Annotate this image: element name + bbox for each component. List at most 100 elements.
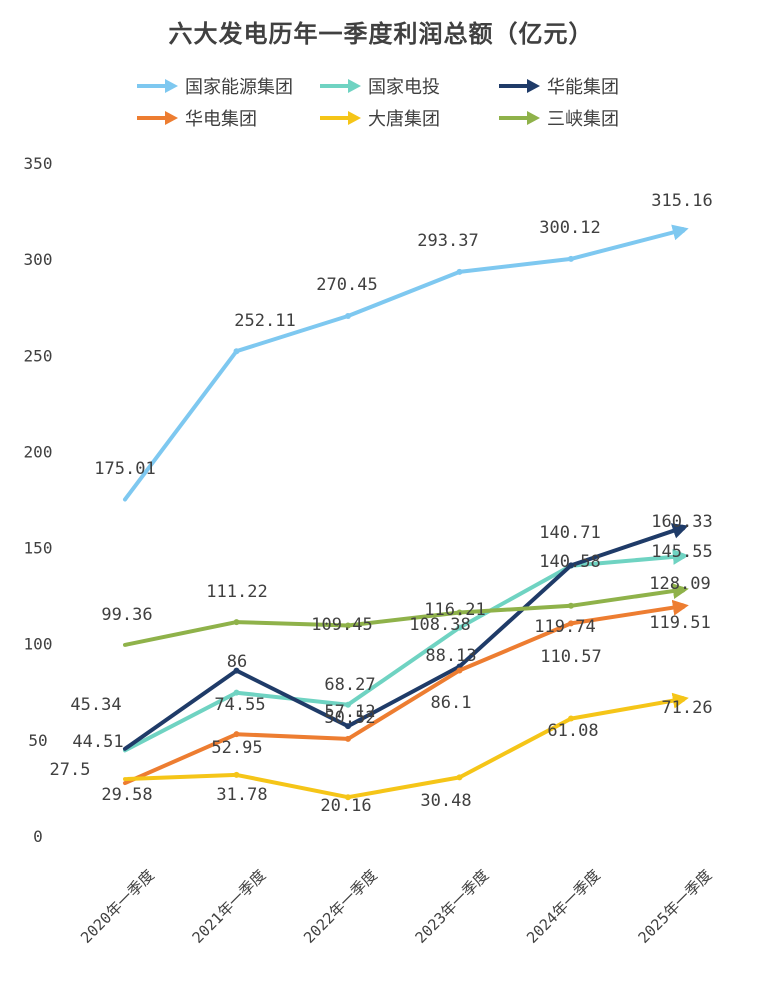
y-tick-label: 350 bbox=[24, 154, 53, 173]
data-label: 116.21 bbox=[424, 600, 485, 620]
data-label: 45.34 bbox=[70, 695, 121, 715]
data-label: 50.52 bbox=[324, 708, 375, 728]
legend: 国家能源集团 国家电投 华能集团华电集团 大唐集团 三峡集团 bbox=[0, 0, 762, 140]
x-tick-label: 2021年一季度 bbox=[189, 866, 270, 947]
data-point bbox=[233, 667, 240, 674]
legend-label: 国家能源集团 bbox=[185, 77, 293, 98]
legend-arrow-icon bbox=[499, 79, 540, 93]
legend-item: 三峡集团 bbox=[497, 106, 619, 130]
data-point bbox=[568, 602, 574, 609]
x-tick-label: 2025年一季度 bbox=[635, 866, 716, 947]
legend-arrow-icon bbox=[137, 111, 178, 125]
data-point bbox=[679, 603, 686, 610]
data-label: 300.12 bbox=[539, 218, 600, 238]
data-point bbox=[568, 620, 574, 627]
data-label: 20.16 bbox=[320, 796, 371, 816]
data-label: 293.37 bbox=[417, 231, 478, 251]
data-point bbox=[233, 619, 240, 626]
legend-item: 华能集团 bbox=[497, 74, 619, 98]
data-label: 270.45 bbox=[316, 275, 377, 295]
data-point bbox=[233, 348, 240, 355]
x-tick-label: 2024年一季度 bbox=[523, 866, 604, 947]
data-label: 74.55 bbox=[214, 695, 265, 715]
data-label: 145.55 bbox=[651, 542, 712, 562]
x-tick-label: 2022年一季度 bbox=[300, 866, 381, 947]
data-label: 140.58 bbox=[539, 552, 600, 572]
data-label: 119.51 bbox=[649, 613, 710, 633]
series-line bbox=[123, 599, 689, 786]
data-label: 61.08 bbox=[547, 721, 598, 741]
legend-item: 大唐集团 bbox=[318, 106, 440, 130]
series-line bbox=[123, 583, 689, 647]
data-point bbox=[233, 771, 240, 778]
x-tick-label: 2020年一季度 bbox=[77, 866, 158, 947]
data-label: 52.95 bbox=[211, 738, 262, 758]
legend-item: 国家电投 bbox=[318, 74, 440, 98]
legend-item: 华电集团 bbox=[135, 106, 257, 130]
data-point bbox=[345, 622, 351, 629]
data-point bbox=[456, 667, 463, 674]
series-line bbox=[123, 224, 689, 502]
legend-arrow-icon bbox=[320, 79, 361, 93]
data-point bbox=[568, 715, 574, 722]
data-label: 111.22 bbox=[206, 582, 267, 602]
data-point bbox=[233, 731, 240, 738]
legend-arrow-icon bbox=[137, 79, 178, 93]
data-point bbox=[679, 553, 686, 560]
data-point bbox=[345, 794, 351, 801]
data-point bbox=[679, 695, 686, 702]
legend-label: 大唐集团 bbox=[368, 109, 440, 130]
data-label: 315.16 bbox=[651, 191, 712, 211]
chart-title: 六大发电历年一季度利润总额（亿元） bbox=[168, 20, 594, 48]
data-point bbox=[568, 562, 574, 569]
data-label: 128.09 bbox=[649, 574, 710, 594]
data-label: 30.48 bbox=[420, 791, 471, 811]
data-point bbox=[456, 268, 463, 275]
data-label: 86.1 bbox=[431, 693, 472, 713]
data-label: 68.27 bbox=[324, 675, 375, 695]
data-point bbox=[345, 723, 351, 730]
data-label: 86 bbox=[227, 652, 247, 672]
data-point bbox=[568, 255, 574, 262]
data-point bbox=[233, 689, 240, 696]
legend-label: 三峡集团 bbox=[547, 109, 619, 130]
data-point bbox=[456, 774, 463, 781]
series-line bbox=[123, 548, 689, 753]
data-label: 108.38 bbox=[409, 615, 470, 635]
data-point bbox=[679, 586, 686, 593]
x-tick-label: 2023年一季度 bbox=[412, 866, 493, 947]
data-label: 44.51 bbox=[72, 732, 123, 752]
data-label: 88.13 bbox=[425, 646, 476, 666]
data-label: 109.45 bbox=[311, 615, 372, 635]
data-point bbox=[345, 312, 351, 319]
data-point bbox=[345, 735, 351, 742]
data-label: 99.36 bbox=[101, 605, 152, 625]
data-label: 110.57 bbox=[540, 647, 601, 667]
y-tick-label: 300 bbox=[24, 250, 53, 269]
data-point bbox=[679, 524, 686, 531]
y-tick-label: 0 bbox=[33, 827, 43, 846]
data-label: 31.78 bbox=[216, 785, 267, 805]
legend-label: 华能集团 bbox=[547, 77, 619, 98]
series-line bbox=[123, 523, 689, 751]
y-tick-label: 150 bbox=[24, 539, 53, 558]
series-line bbox=[123, 692, 689, 800]
data-point bbox=[456, 609, 463, 616]
data-label: 160.33 bbox=[651, 512, 712, 532]
data-label: 140.71 bbox=[539, 523, 600, 543]
data-label: 57.12 bbox=[324, 702, 375, 722]
data-point bbox=[679, 226, 686, 233]
data-label: 175.01 bbox=[94, 459, 155, 479]
data-label: 29.58 bbox=[101, 785, 152, 805]
legend-arrow-icon bbox=[499, 111, 540, 125]
y-tick-label: 250 bbox=[24, 346, 53, 365]
y-tick-label: 50 bbox=[28, 731, 47, 750]
data-point bbox=[345, 701, 351, 708]
y-tick-label: 100 bbox=[24, 635, 53, 654]
y-tick-label: 200 bbox=[24, 442, 53, 461]
data-label: 71.26 bbox=[661, 698, 712, 718]
legend-label: 国家电投 bbox=[368, 77, 440, 98]
data-label: 27.5 bbox=[50, 760, 91, 780]
